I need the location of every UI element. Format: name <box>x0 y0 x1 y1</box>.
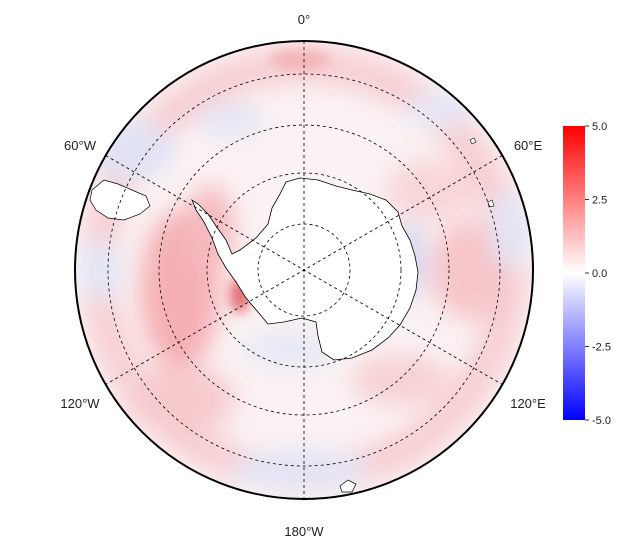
lon-label-60e: 60°E <box>514 138 543 153</box>
map-boundary <box>74 40 534 500</box>
colorbar-tick-label: -5.0 <box>592 415 611 427</box>
graticule <box>105 41 503 499</box>
colorbar-tick-label: 2.5 <box>592 195 607 207</box>
lon-label-180w: 180°W <box>284 524 324 539</box>
colorbar: 5.0 2.5 0.0 -2.5 -5.0 <box>563 121 611 427</box>
lon-label-0: 0° <box>298 12 310 27</box>
anomaly-field <box>75 41 533 499</box>
colorbar-tick-label: -2.5 <box>592 342 611 354</box>
lon-label-60w: 60°W <box>64 138 97 153</box>
lon-label-120w: 120°W <box>60 396 100 411</box>
colorbar-ticks: 5.0 2.5 0.0 -2.5 -5.0 <box>585 121 611 427</box>
colorbar-tick-label: 0.0 <box>592 268 607 280</box>
colorbar-tick-label: 5.0 <box>592 121 607 133</box>
colorbar-gradient <box>563 126 585 420</box>
lon-label-120e: 120°E <box>510 396 546 411</box>
